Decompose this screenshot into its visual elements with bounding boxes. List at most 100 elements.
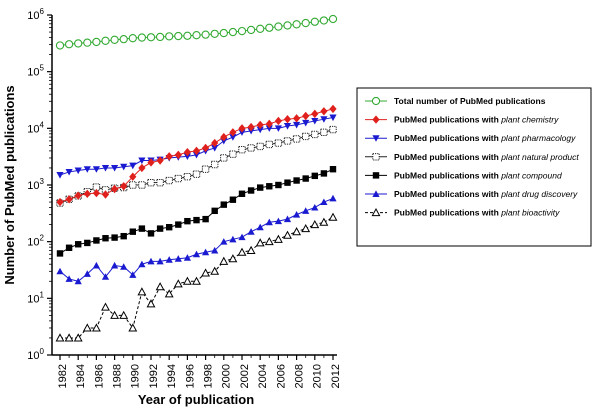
data-point [120,163,128,171]
x-tick-label: 2002 [239,364,251,388]
legend-box [356,87,592,247]
data-point [257,184,264,191]
data-point [202,143,210,153]
data-point [246,245,256,254]
legend-marker [372,172,380,179]
data-point [302,111,310,121]
data-point [265,119,273,129]
series-line [59,168,334,254]
x-tick-label: 1986 [93,364,105,388]
data-point [111,184,119,194]
data-point [129,162,137,170]
data-point [147,158,155,167]
data-point [229,235,237,243]
y-tick-label: 100 [27,347,44,362]
data-point [201,268,211,277]
x-tick-label: 2006 [275,364,287,388]
data-point [165,176,173,185]
data-point [301,18,310,28]
data-point [229,150,237,158]
data-point [256,24,265,33]
data-point [274,116,282,126]
legend-marker [371,96,381,106]
x-tick-label: 1984 [75,364,87,388]
data-point [147,230,155,237]
data-point [165,32,174,41]
data-point [256,142,264,151]
x-tick-label: 2012 [330,364,342,388]
data-point [92,166,100,173]
data-point [237,26,247,36]
data-point [119,310,129,319]
data-point [293,114,301,123]
data-point [120,232,127,240]
legend-marker [372,135,380,142]
data-point [65,168,73,176]
data-point [238,233,246,241]
data-point [283,21,292,30]
data-point [73,333,83,342]
legend-label: PubMed publications with plant pharmacol… [394,133,576,143]
legend: Total number of PubMed publications PubMe… [356,87,592,247]
data-point [329,194,337,202]
data-point [256,120,264,130]
data-point [302,132,310,141]
data-point [219,28,228,38]
data-point [311,172,318,180]
data-point [284,179,291,186]
data-point [320,107,328,116]
data-point [238,190,246,197]
data-point [319,16,329,25]
data-point [202,215,209,223]
data-point [83,189,91,198]
x-ticks: 1982 1984 1986 1988 1990 1992 1994 1996 1998 2000… [57,355,342,388]
data-point [292,20,301,29]
data-point [155,32,165,42]
data-point [320,170,328,177]
data-point [247,228,255,235]
data-point [92,261,100,269]
x-tick-label: 2000 [221,364,233,388]
data-point [111,261,119,269]
data-point [283,114,292,124]
data-point [82,323,92,332]
data-point [56,250,64,257]
data-point [92,37,101,47]
legend-label: PubMed publications with plant compound [394,170,562,180]
data-point [301,223,311,233]
legend-marker [372,190,380,197]
data-point [256,223,264,231]
data-point [102,235,109,242]
data-point [74,191,82,200]
data-point [237,247,247,256]
data-point [75,241,82,248]
data-point [229,196,237,203]
data-point [174,174,183,183]
data-point [328,212,338,221]
data-point [137,33,147,42]
data-point [211,246,219,254]
data-point [129,181,137,189]
data-point [174,150,182,160]
data-point [56,197,64,207]
data-point [183,153,191,160]
data-point [274,22,283,31]
data-point [273,234,283,243]
data-point [156,178,164,187]
data-point [265,140,274,149]
data-point [93,237,100,244]
data-point [166,224,173,231]
data-point [274,139,283,147]
data-point [174,255,182,262]
legend-label: Total number of PubMed publications [394,96,546,106]
data-point [229,134,237,141]
data-point [129,172,137,181]
data-point [164,289,174,298]
data-point [247,187,255,194]
data-point [146,33,156,42]
y-tick-label: 102 [27,234,44,249]
data-point [138,163,146,173]
data-point [65,195,73,204]
x-tick-label: 2008 [294,364,306,388]
